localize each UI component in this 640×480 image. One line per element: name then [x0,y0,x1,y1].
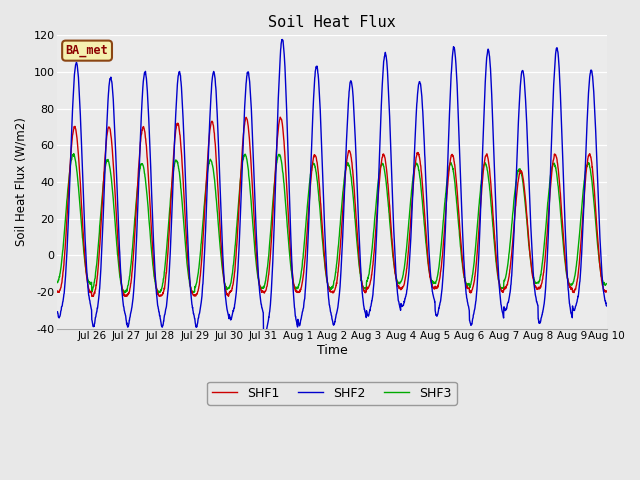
SHF1 [276,114,284,120]
SHF2 [278,36,286,42]
Y-axis label: Soil Heat Flux (W/m2): Soil Heat Flux (W/m2) [15,118,28,246]
SHF1 [365,282,373,288]
SHF3 [595,258,603,264]
SHF1 [595,255,603,261]
Line: SHF2: SHF2 [58,39,607,336]
SHF1 [227,288,235,294]
SHF2 [108,84,116,90]
Title: Soil Heat Flux: Soil Heat Flux [268,15,396,30]
SHF2 [498,306,506,312]
Line: SHF3: SHF3 [58,154,607,293]
SHF3 [603,281,611,287]
SHF3 [155,290,163,296]
SHF2 [227,317,235,323]
SHF2 [54,309,61,314]
SHF1 [529,274,536,279]
Legend: SHF1, SHF2, SHF3: SHF1, SHF2, SHF3 [207,382,457,405]
Line: SHF1: SHF1 [58,117,607,296]
SHF3 [365,268,373,274]
SHF1 [108,147,116,153]
SHF1 [54,288,61,294]
SHF1 [498,288,506,294]
SHF3 [498,286,506,292]
Text: BA_met: BA_met [66,44,108,57]
SHF3 [529,271,536,277]
SHF2 [365,309,373,315]
SHF3 [227,277,235,283]
SHF3 [70,151,77,156]
X-axis label: Time: Time [317,344,348,357]
SHF2 [603,303,611,309]
SHF2 [262,333,269,339]
SHF1 [603,288,611,294]
SHF3 [109,188,116,194]
SHF3 [54,280,61,286]
SHF1 [122,293,130,299]
SHF2 [595,219,603,225]
SHF2 [529,261,536,267]
